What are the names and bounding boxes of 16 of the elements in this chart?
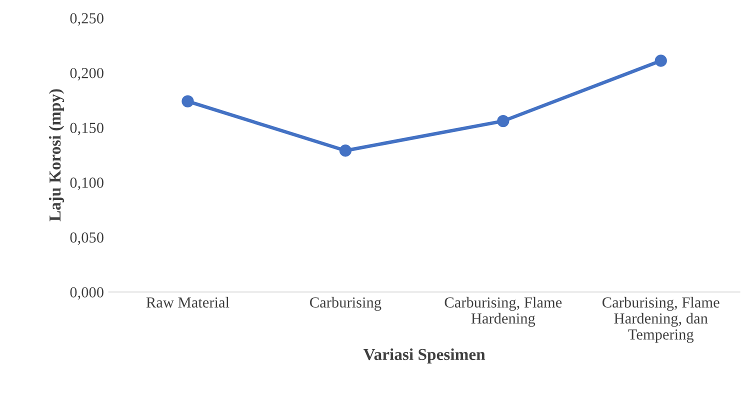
x-axis-title: Variasi Spesimen	[363, 348, 486, 364]
y-tick-label: 0,200	[70, 68, 104, 80]
point	[654, 54, 667, 67]
x-tick-label: Carburising	[310, 296, 382, 311]
y-axis-title: Laju Korosi (mpy)	[48, 89, 64, 222]
point	[339, 144, 352, 157]
y-tick-label: 0,100	[70, 178, 104, 190]
x-tick-label: Carburising, Flame Hardening	[444, 296, 562, 327]
y-tick-label: 0,150	[70, 122, 104, 136]
x-tick-label: Raw Material	[146, 296, 230, 308]
y-tick-label: 0,000	[70, 287, 104, 300]
point	[182, 95, 194, 108]
y-tick-label: 0,050	[70, 232, 104, 245]
point	[497, 114, 510, 128]
y-tick-label: 0,250	[70, 13, 104, 26]
x-tick-label: Carburising, Flame Hardening, dan Tempering	[602, 296, 720, 343]
